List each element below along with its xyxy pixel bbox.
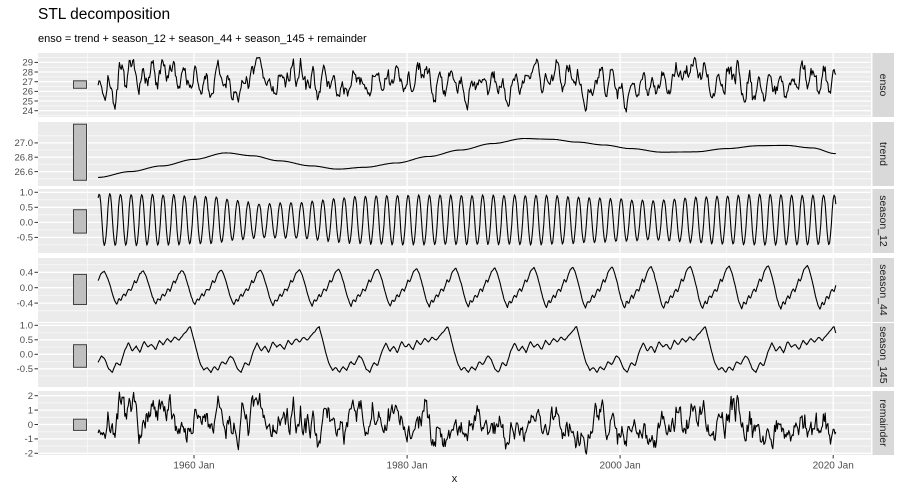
facet-strip-label-remainder: remainder <box>877 399 889 447</box>
scale-bar-season_12 <box>73 209 87 234</box>
panel-trend: trend 26.6 26.8 27.0 <box>15 122 894 186</box>
y-tick-label: 0.5 <box>20 335 33 346</box>
panel-remainder: remainder -2 -1 0 1 2 <box>25 391 894 460</box>
y-tick-label: 27.0 <box>15 138 34 149</box>
facet-strip-season_44 <box>872 258 894 322</box>
panel-season_145: season_145 -0.5 0.0 0.5 1.0 <box>17 321 894 387</box>
y-tick-label: -2 <box>25 449 33 460</box>
facet-strip-season_12 <box>872 189 894 253</box>
series-line-remainder <box>97 391 837 455</box>
y-tick-label: 24 <box>22 106 33 117</box>
scale-bar-remainder <box>73 418 87 431</box>
facet-strip-label-enso: enso <box>877 74 889 97</box>
facet-strip-season_145 <box>872 323 894 387</box>
facet-strip-label-season_145: season_145 <box>877 326 889 383</box>
x-tick-label: 1960 Jan <box>173 461 214 472</box>
y-tick-label: -0.5 <box>17 233 33 244</box>
y-tick-label: 27 <box>22 77 33 88</box>
y-tick-label: 26 <box>22 87 33 98</box>
x-axis-title: x <box>451 473 458 485</box>
facet-strip-label-season_44: season_44 <box>877 264 889 316</box>
y-tick-label: 0 <box>28 420 33 431</box>
x-axis: 1960 Jan 1980 Jan 2000 Jan 2020 Jan <box>173 455 854 472</box>
y-tick-label: 1 <box>28 405 33 416</box>
y-tick-label: 0.0 <box>20 218 33 229</box>
series-line-trend <box>98 137 836 178</box>
facet-strip-enso <box>872 53 894 117</box>
y-tick-label: 29 <box>22 58 33 69</box>
series-line-enso <box>97 56 837 113</box>
y-tick-label: -0.4 <box>17 298 33 309</box>
y-tick-label: 0.4 <box>20 268 33 279</box>
scale-bar-season_145 <box>73 344 87 368</box>
scale-bar-season_44 <box>73 273 87 305</box>
chart-title: STL decomposition <box>38 6 171 23</box>
panel-season_44: season_44 -0.4 0.0 0.4 <box>17 258 894 322</box>
chart-subtitle: enso = trend + season_12 + season_44 + s… <box>38 33 367 45</box>
x-tick-label: 1980 Jan <box>387 461 428 472</box>
x-tick-label: 2000 Jan <box>600 461 641 472</box>
panel-bg-season_44 <box>38 258 871 322</box>
y-tick-label: 1.0 <box>20 188 33 199</box>
y-tick-label: 1.0 <box>20 321 33 332</box>
y-tick-label: -1 <box>25 434 33 445</box>
y-tick-label: 0.0 <box>20 283 33 294</box>
y-tick-label: -0.5 <box>17 364 33 375</box>
series-line-season_145 <box>97 326 837 374</box>
panel-season_12: season_12 -0.5 0.0 0.5 1.0 <box>17 188 894 253</box>
y-tick-label: 26.6 <box>15 167 34 178</box>
y-tick-label: 2 <box>28 391 33 402</box>
x-tick-label: 2020 Jan <box>813 461 854 472</box>
facet-strip-remainder <box>872 391 894 455</box>
facet-strip-label-trend: trend <box>877 142 889 166</box>
scale-bar-trend <box>73 123 87 181</box>
facet-strip-label-season_12: season_12 <box>877 195 889 247</box>
series-line-season_12 <box>97 193 837 247</box>
y-tick-label: 28 <box>22 67 33 78</box>
y-tick-label: 0.0 <box>20 350 33 361</box>
panel-bg-trend <box>38 122 871 186</box>
y-tick-label: 25 <box>22 96 33 107</box>
scale-bar-enso <box>73 80 87 89</box>
y-tick-label: 0.5 <box>20 203 33 214</box>
series-line-season_44 <box>97 264 837 310</box>
facet-strip-trend <box>872 122 894 186</box>
y-tick-label: 26.8 <box>15 153 34 164</box>
